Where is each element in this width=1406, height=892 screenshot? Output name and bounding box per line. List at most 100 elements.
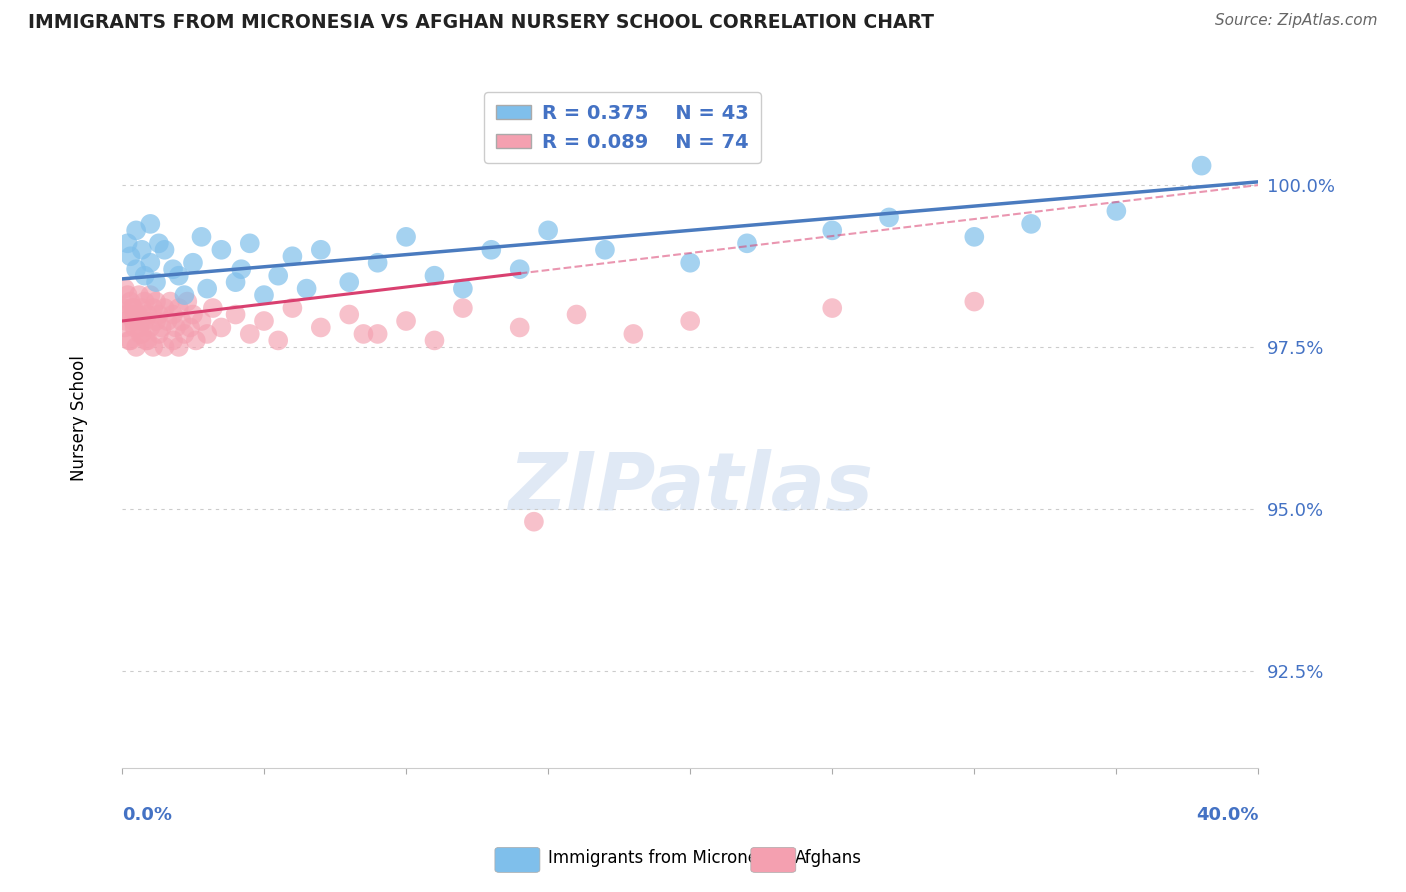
Point [167, 340, 190, 354]
Point [117, 308, 139, 322]
Point [153, 301, 176, 315]
Point [352, 326, 374, 341]
Point [963, 230, 986, 244]
Point [395, 314, 418, 328]
Point [621, 326, 644, 341]
Point [170, 314, 193, 328]
Point [162, 262, 184, 277]
Text: 40.0%: 40.0% [1197, 806, 1258, 824]
Point [121, 301, 143, 315]
Point [148, 236, 170, 251]
Point [593, 243, 616, 257]
Text: Source: ZipAtlas.com: Source: ZipAtlas.com [1215, 13, 1378, 29]
Point [120, 334, 142, 348]
Point [136, 334, 159, 348]
Point [128, 288, 150, 302]
Point [821, 223, 844, 237]
Point [479, 243, 502, 257]
Point [509, 320, 531, 334]
Point [131, 326, 153, 341]
Point [209, 243, 232, 257]
Point [117, 236, 139, 251]
Text: ZIPatlas: ZIPatlas [508, 449, 873, 527]
Point [209, 320, 232, 334]
Point [821, 301, 844, 315]
Point [148, 326, 170, 341]
Text: Nursery School: Nursery School [70, 355, 87, 481]
Point [124, 320, 146, 334]
Point [131, 243, 153, 257]
Point [309, 320, 332, 334]
Point [139, 256, 162, 270]
Point [145, 294, 167, 309]
Point [225, 275, 247, 289]
Point [120, 294, 142, 309]
Point [150, 320, 173, 334]
Point [176, 294, 198, 309]
Point [190, 314, 212, 328]
Point [190, 230, 212, 244]
Point [117, 288, 139, 302]
Point [153, 243, 176, 257]
Point [129, 326, 152, 341]
Point [309, 243, 332, 257]
Point [1105, 203, 1128, 218]
Text: Immigrants from Micronesia: Immigrants from Micronesia [548, 849, 782, 867]
Point [679, 256, 702, 270]
Point [1019, 217, 1042, 231]
Point [679, 314, 702, 328]
Point [142, 301, 165, 315]
Point [179, 320, 201, 334]
Point [115, 314, 138, 328]
Point [139, 217, 162, 231]
Legend: R = 0.375    N = 43, R = 0.089    N = 74: R = 0.375 N = 43, R = 0.089 N = 74 [484, 92, 761, 163]
Point [877, 211, 900, 225]
Point [173, 288, 195, 302]
Point [145, 314, 167, 328]
Point [963, 294, 986, 309]
Point [239, 236, 262, 251]
Point [134, 294, 156, 309]
Point [165, 320, 187, 334]
Point [201, 301, 224, 315]
Point [509, 262, 531, 277]
Point [295, 282, 318, 296]
Point [173, 326, 195, 341]
Point [537, 223, 560, 237]
Point [167, 301, 190, 315]
Point [122, 301, 145, 315]
Point [139, 288, 162, 302]
Point [367, 256, 389, 270]
Point [114, 282, 136, 296]
Point [167, 268, 190, 283]
Text: Afghans: Afghans [794, 849, 862, 867]
Point [134, 268, 156, 283]
Point [112, 301, 135, 315]
Point [395, 230, 418, 244]
Point [148, 308, 170, 322]
Point [162, 334, 184, 348]
Point [239, 326, 262, 341]
Point [139, 320, 162, 334]
Point [127, 308, 149, 322]
Point [125, 340, 148, 354]
Point [267, 268, 290, 283]
Point [122, 314, 145, 328]
Point [159, 294, 181, 309]
Point [523, 515, 546, 529]
Point [423, 334, 446, 348]
Point [451, 301, 474, 315]
Point [114, 320, 136, 334]
Point [253, 314, 276, 328]
Point [231, 262, 253, 277]
Point [135, 334, 157, 348]
Point [565, 308, 588, 322]
Point [337, 308, 360, 322]
Text: IMMIGRANTS FROM MICRONESIA VS AFGHAN NURSERY SCHOOL CORRELATION CHART: IMMIGRANTS FROM MICRONESIA VS AFGHAN NUR… [28, 13, 934, 32]
Point [184, 334, 207, 348]
Point [118, 334, 141, 348]
Point [132, 314, 155, 328]
Point [267, 334, 290, 348]
Point [156, 314, 179, 328]
Point [225, 308, 247, 322]
